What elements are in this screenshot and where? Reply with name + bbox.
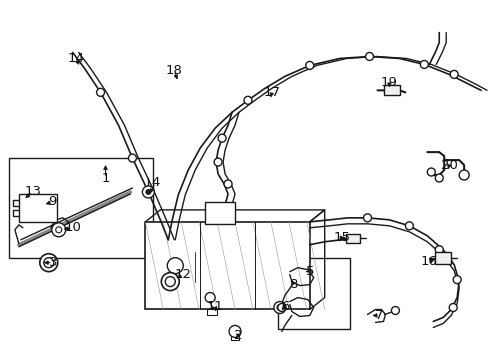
Circle shape [405, 222, 414, 230]
Text: 13: 13 [24, 185, 41, 198]
Text: 14: 14 [67, 52, 84, 65]
Bar [345, 234, 360, 243]
Circle shape [274, 302, 286, 314]
Circle shape [306, 62, 314, 69]
Circle shape [167, 258, 183, 274]
Circle shape [205, 293, 215, 302]
Bar [278, 258, 349, 329]
Circle shape [278, 303, 286, 311]
Bar [146, 222, 310, 310]
Text: 4: 4 [151, 176, 160, 189]
Circle shape [427, 168, 435, 176]
Bar [205, 202, 235, 224]
Text: 19: 19 [381, 76, 398, 89]
Text: 18: 18 [166, 64, 183, 77]
Circle shape [453, 276, 461, 284]
Text: 20: 20 [441, 158, 458, 172]
Circle shape [214, 158, 222, 166]
Circle shape [52, 223, 66, 237]
Text: 16: 16 [421, 255, 438, 268]
Circle shape [56, 227, 62, 233]
Circle shape [364, 214, 371, 222]
Circle shape [366, 53, 373, 60]
Circle shape [277, 305, 283, 310]
Bar [9, 158, 153, 258]
Text: 11: 11 [207, 300, 223, 313]
Circle shape [224, 180, 232, 188]
Circle shape [450, 71, 458, 78]
Circle shape [143, 186, 154, 198]
Circle shape [146, 189, 151, 195]
Text: 7: 7 [375, 309, 384, 322]
Circle shape [44, 258, 54, 268]
Circle shape [40, 254, 58, 272]
Bar [207, 310, 217, 315]
Text: 17: 17 [264, 86, 280, 99]
Circle shape [229, 325, 241, 337]
Circle shape [218, 134, 226, 142]
Text: 2: 2 [234, 329, 242, 342]
Circle shape [420, 60, 428, 68]
Circle shape [392, 306, 399, 315]
Text: 15: 15 [333, 231, 350, 244]
Bar [19, 194, 57, 222]
Text: 9: 9 [49, 195, 57, 208]
Circle shape [435, 246, 443, 254]
Circle shape [128, 154, 136, 162]
Text: 10: 10 [64, 221, 81, 234]
Text: 6: 6 [281, 300, 289, 313]
Circle shape [161, 273, 179, 291]
Circle shape [449, 303, 457, 311]
Bar [385, 85, 400, 95]
Text: 3: 3 [49, 256, 57, 269]
Circle shape [165, 276, 175, 287]
Circle shape [244, 96, 252, 104]
Text: 5: 5 [305, 265, 314, 278]
Text: 8: 8 [290, 278, 298, 291]
Circle shape [435, 174, 443, 182]
Circle shape [97, 88, 104, 96]
Text: 1: 1 [101, 171, 110, 185]
Text: 12: 12 [175, 268, 192, 281]
Circle shape [459, 170, 469, 180]
Bar [435, 252, 451, 264]
Bar [231, 336, 239, 340]
